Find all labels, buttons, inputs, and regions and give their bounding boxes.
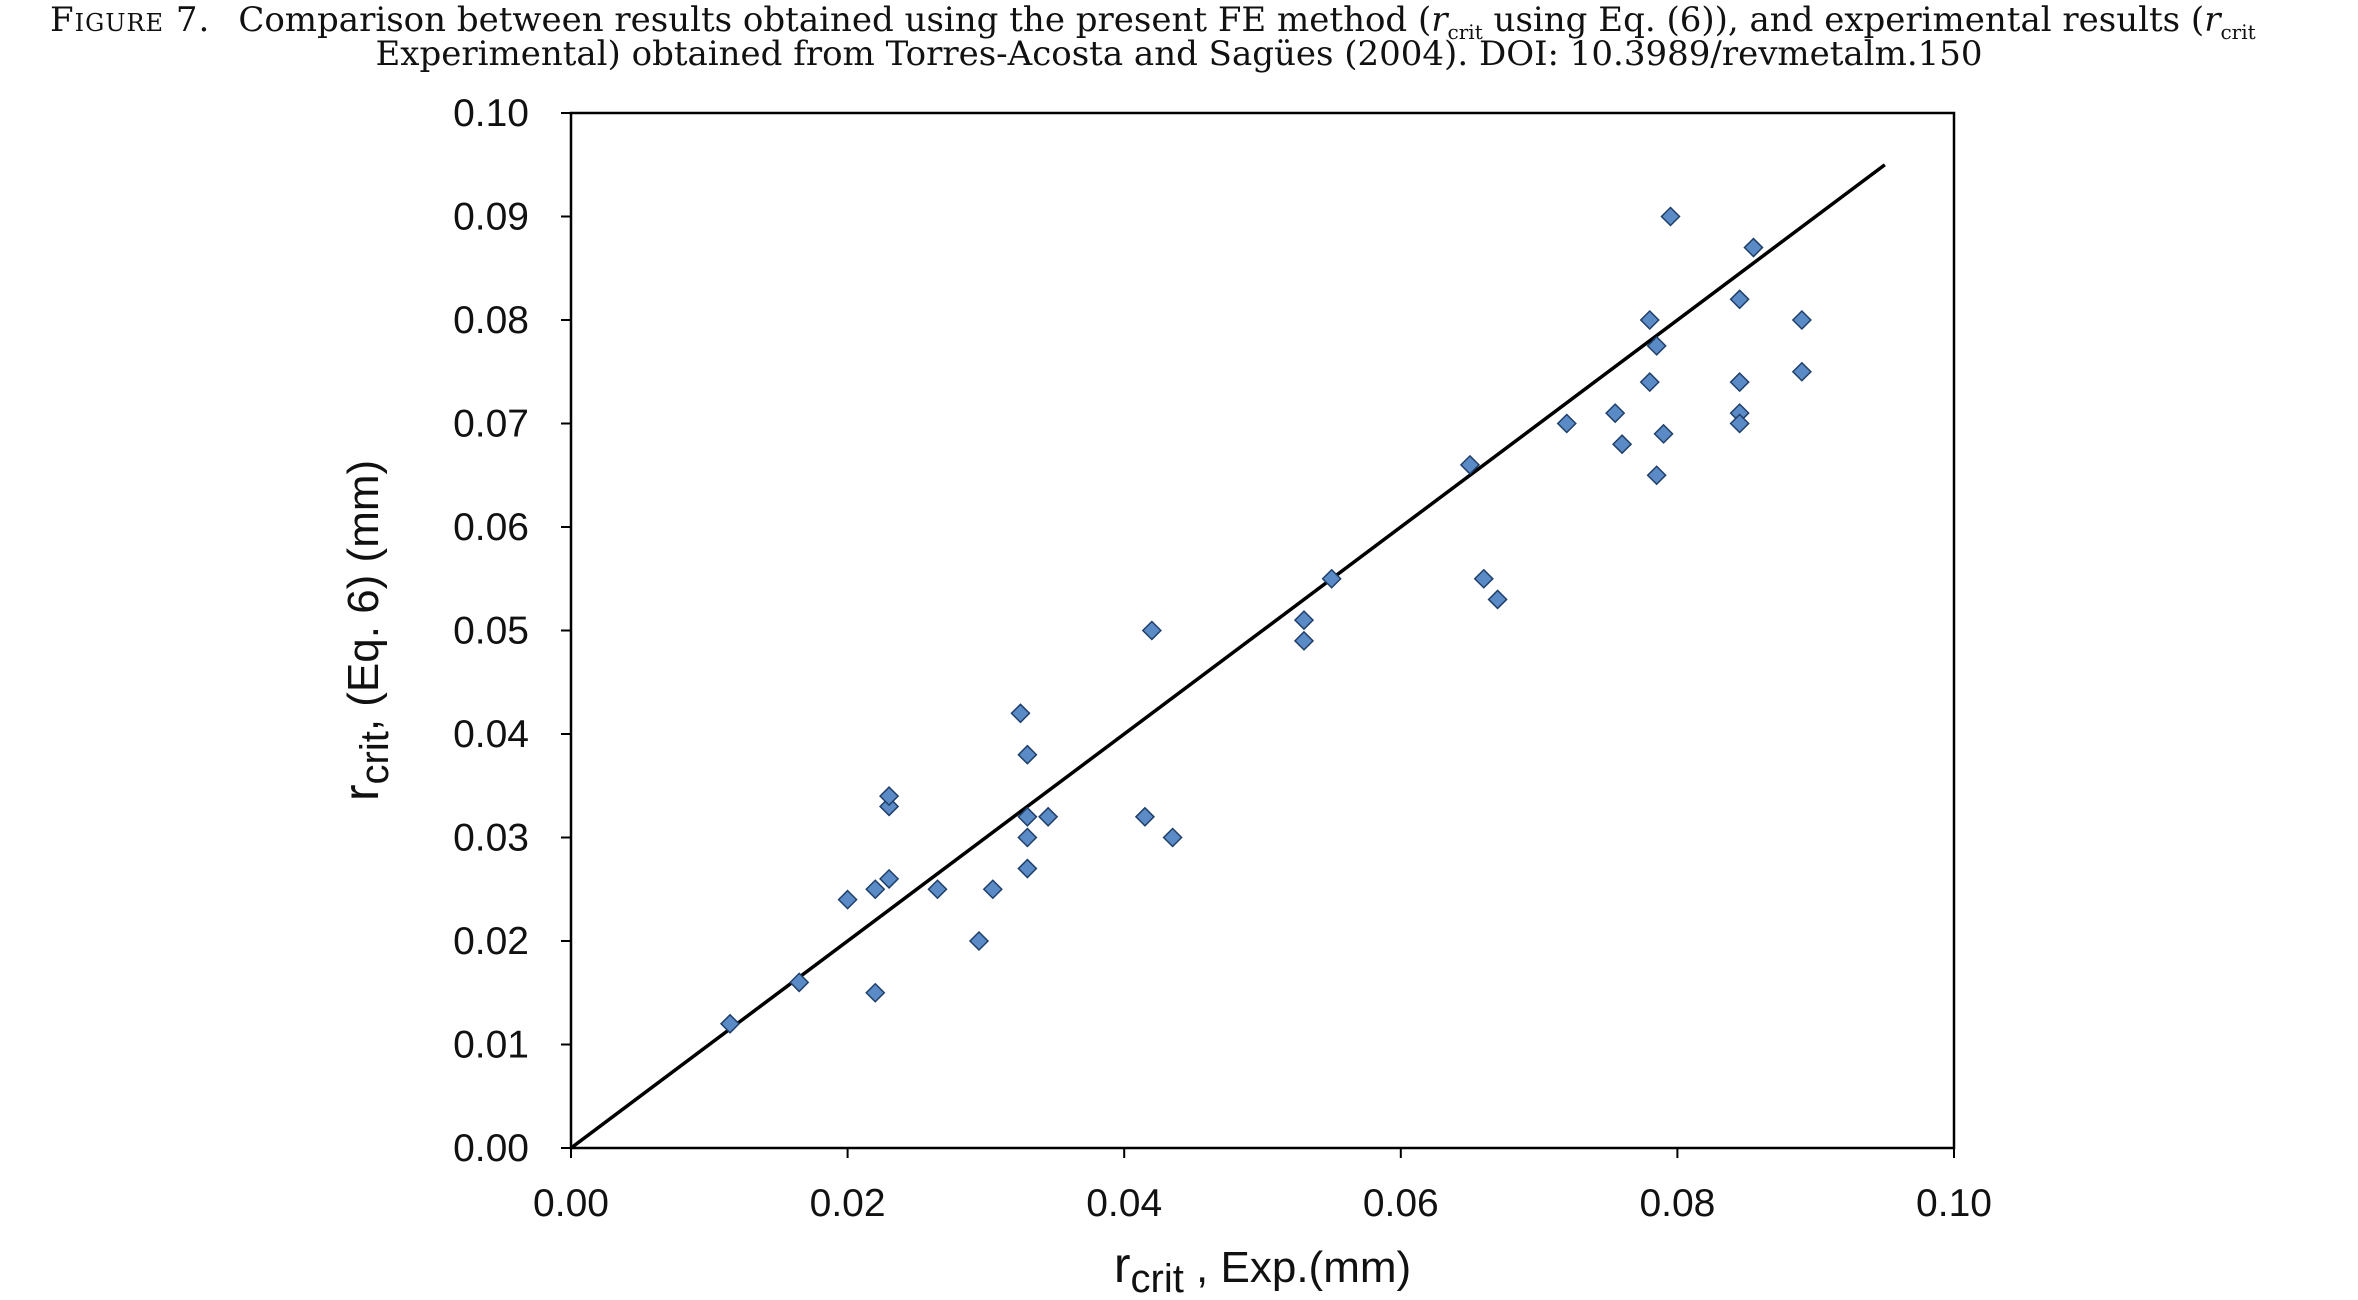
- data-point: [879, 796, 900, 817]
- data-point: [1293, 630, 1315, 651]
- data-point: [1729, 289, 1750, 310]
- data-point: [1639, 372, 1660, 393]
- y-tick-label: 0.05: [453, 610, 529, 653]
- caption-r-symbol-2: r: [2204, 0, 2221, 40]
- data-point: [1791, 309, 1812, 331]
- plot-frame: [569, 111, 1956, 1150]
- y-axis-label-r: r: [333, 785, 389, 802]
- reference-line: [569, 163, 1886, 1150]
- data-point: [1473, 568, 1494, 589]
- data-point: [1660, 206, 1681, 227]
- data-point: [1646, 465, 1667, 486]
- x-tick-label: 0.00: [533, 1182, 609, 1225]
- caption-line-1: Figure 7. Comparison between results obta…: [50, 0, 2256, 52]
- data-point: [1017, 744, 1038, 765]
- data-point: [927, 879, 948, 900]
- data-point: [968, 930, 990, 952]
- data-point: [865, 982, 886, 1003]
- data-point: [1459, 454, 1481, 475]
- y-tick-label: 0.07: [453, 403, 529, 446]
- figure-label: Figure 7.: [50, 0, 211, 40]
- caption-r-symbol: r: [1431, 0, 1448, 40]
- y-axis-label: rcrit, (Eq. 6) (mm): [333, 460, 397, 801]
- data-point: [1653, 423, 1674, 444]
- data-points: [719, 206, 1812, 1034]
- data-point: [719, 1013, 741, 1034]
- data-point: [865, 879, 886, 900]
- data-point: [1612, 434, 1633, 455]
- y-tick-label: 0.06: [453, 506, 529, 549]
- data-point: [1293, 610, 1315, 631]
- data-point: [1017, 827, 1038, 848]
- data-point: [982, 879, 1003, 900]
- data-point: [1017, 858, 1038, 879]
- x-axis-label-rest: , Exp.(mm): [1184, 1243, 1411, 1292]
- x-tick-label: 0.06: [1363, 1182, 1439, 1225]
- data-point: [1729, 372, 1750, 393]
- caption-line-2: Experimental) obtained from Torres-Acost…: [375, 34, 1983, 74]
- data-point: [1162, 827, 1183, 848]
- x-axis-label-sub: crit: [1131, 1257, 1184, 1300]
- y-tick-label: 0.03: [453, 817, 529, 860]
- data-point: [1141, 620, 1162, 641]
- data-point: [1556, 413, 1577, 434]
- y-tick-label: 0.04: [453, 713, 529, 756]
- y-axis-label-sub: crit: [353, 731, 397, 784]
- x-axis-label-r: r: [1114, 1237, 1131, 1293]
- axis-ticks: [561, 112, 1955, 1158]
- data-point: [1791, 361, 1812, 382]
- y-tick-label: 0.02: [453, 920, 529, 963]
- data-point: [879, 868, 900, 889]
- tick-labels: 0.00 0.01 0.02 0.03 0.04 0.05 0.06 0.07 0.08 0.09…: [453, 92, 1992, 1225]
- y-tick-label: 0.01: [453, 1024, 529, 1067]
- x-tick-label: 0.04: [1086, 1182, 1162, 1225]
- caption-subscript-2: crit: [2220, 20, 2256, 44]
- data-point: [1038, 806, 1059, 827]
- y-tick-label: 0.00: [453, 1127, 529, 1170]
- y-tick-label: 0.09: [453, 196, 529, 239]
- data-point: [1010, 703, 1031, 724]
- data-point: [1646, 335, 1667, 356]
- data-point: [879, 786, 900, 807]
- data-point: [1639, 309, 1660, 331]
- data-point: [837, 889, 858, 910]
- x-axis-label: rcrit , Exp.(mm): [1114, 1237, 1411, 1300]
- y-tick-label: 0.10: [453, 92, 529, 135]
- data-point: [789, 972, 810, 993]
- data-point: [1487, 589, 1508, 610]
- x-tick-label: 0.10: [1916, 1182, 1992, 1225]
- x-tick-label: 0.08: [1639, 1182, 1715, 1225]
- y-axis-label-rest: , (Eq. 6) (mm): [339, 460, 388, 731]
- caption-text-b: using Eq. (6)), and experimental results…: [1482, 0, 2205, 40]
- data-point: [1017, 806, 1038, 827]
- data-point: [1743, 237, 1764, 258]
- caption-subscript: crit: [1447, 20, 1483, 44]
- data-point: [1321, 568, 1342, 589]
- caption-text-a: Comparison between results obtained usin…: [238, 0, 1432, 40]
- data-point: [1729, 413, 1750, 434]
- y-tick-label: 0.08: [453, 299, 529, 342]
- data-point: [1134, 806, 1156, 827]
- x-tick-label: 0.02: [810, 1182, 886, 1225]
- data-point: [1605, 403, 1626, 424]
